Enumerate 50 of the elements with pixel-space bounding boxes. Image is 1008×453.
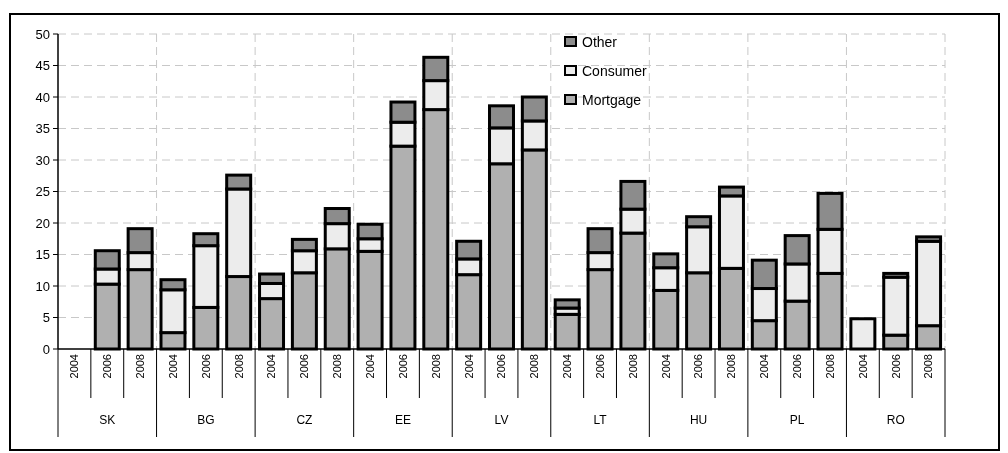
legend-label: Other xyxy=(582,33,618,50)
x-tick-label: 2008 xyxy=(823,354,836,379)
x-tick-label: 2004 xyxy=(363,354,376,379)
x-tick-label: 2008 xyxy=(331,354,344,379)
x-tick-label: 2006 xyxy=(199,354,212,379)
x-tick-label: 2004 xyxy=(166,354,179,379)
y-tick-label: 20 xyxy=(35,215,50,231)
x-tick-label: 2006 xyxy=(396,354,409,379)
x-tick-label: 2006 xyxy=(298,354,311,379)
x-tick-label: 2008 xyxy=(429,354,442,379)
text: PL xyxy=(789,413,805,428)
x-tick-label: 2008 xyxy=(725,354,738,379)
x-tick-label: 2004 xyxy=(561,354,574,379)
y-tick-label: 30 xyxy=(35,152,50,168)
legend-label: Mortgage xyxy=(582,91,642,108)
y-tick-label: 0 xyxy=(42,341,50,357)
x-tick-label: 2008 xyxy=(232,354,245,379)
x-tick-label: 2004 xyxy=(462,354,475,379)
x-tick-label: 2006 xyxy=(495,354,508,379)
x-tick-label: 2006 xyxy=(889,354,902,379)
text: RO xyxy=(886,413,905,428)
y-tick-label: 50 xyxy=(35,26,50,42)
y-tick-label: 5 xyxy=(42,310,50,326)
x-tick-label: 2008 xyxy=(922,354,935,379)
x-tick-label: 2004 xyxy=(856,354,869,379)
y-tick-label: 15 xyxy=(35,247,50,263)
x-tick-label: 2008 xyxy=(626,354,639,379)
y-tick-label: 45 xyxy=(35,58,50,74)
text: LV xyxy=(494,413,509,428)
legend-label: Consumer xyxy=(582,62,647,79)
y-tick-label: 25 xyxy=(35,184,50,200)
text: LT xyxy=(593,413,608,428)
x-tick-label: 2006 xyxy=(593,354,606,379)
x-tick-label: 2004 xyxy=(68,354,81,379)
x-tick-label: 2008 xyxy=(528,354,541,379)
x-tick-label: 2008 xyxy=(133,354,146,379)
text: CZ xyxy=(296,413,313,428)
text: EE xyxy=(394,413,411,428)
x-tick-label: 2006 xyxy=(101,354,114,379)
x-tick-label: 2004 xyxy=(758,354,771,379)
x-tick-label: 2006 xyxy=(791,354,804,379)
x-tick-label: 2006 xyxy=(692,354,705,379)
y-tick-label: 40 xyxy=(35,89,50,105)
y-tick-label: 10 xyxy=(35,278,50,294)
text: HU xyxy=(689,413,708,428)
x-tick-label: 2004 xyxy=(659,354,672,379)
y-tick-label: 35 xyxy=(35,121,50,137)
text: BG xyxy=(197,413,215,428)
x-tick-label: 2004 xyxy=(265,354,278,379)
text: SK xyxy=(99,413,116,428)
